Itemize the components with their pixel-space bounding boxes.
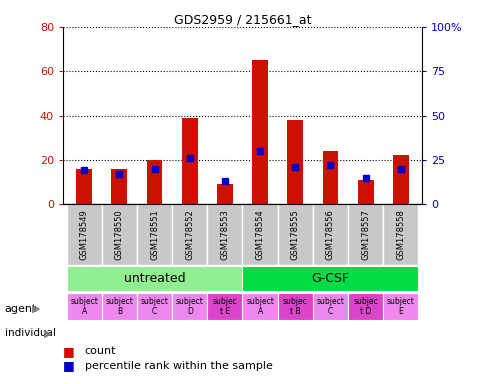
Bar (348, 204, 382, 265)
Bar (76, 169, 92, 204)
Text: subject
A: subject A (70, 297, 98, 316)
Text: subjec
t B: subjec t B (282, 297, 307, 316)
Text: subject
A: subject A (246, 297, 273, 316)
Text: GSM178557: GSM178557 (361, 209, 369, 260)
Bar (136, 293, 172, 320)
Text: GSM178551: GSM178551 (150, 209, 159, 260)
Bar (287, 120, 302, 204)
Bar (146, 160, 162, 204)
Bar (136, 204, 172, 265)
Bar (242, 266, 418, 291)
Bar (216, 184, 232, 204)
Bar (66, 204, 102, 265)
Bar (312, 293, 348, 320)
Bar (207, 293, 242, 320)
Bar (348, 293, 382, 320)
Bar (252, 60, 268, 204)
Bar (392, 156, 408, 204)
Text: untreated: untreated (123, 272, 185, 285)
Text: ▶: ▶ (44, 328, 52, 338)
Bar (242, 204, 277, 265)
Bar (111, 169, 127, 204)
Text: GSM178549: GSM178549 (79, 209, 89, 260)
Bar (207, 204, 242, 265)
Text: GSM178555: GSM178555 (290, 209, 299, 260)
Text: GSM178553: GSM178553 (220, 209, 229, 260)
Text: GSM178556: GSM178556 (325, 209, 334, 260)
Text: GSM178554: GSM178554 (255, 209, 264, 260)
Bar (102, 293, 136, 320)
Bar (382, 204, 418, 265)
Bar (357, 180, 373, 204)
Bar (172, 204, 207, 265)
Bar (172, 293, 207, 320)
Text: ■: ■ (63, 345, 75, 358)
Text: subject
C: subject C (316, 297, 344, 316)
Bar (277, 204, 312, 265)
Text: subject
B: subject B (105, 297, 133, 316)
Bar (322, 151, 338, 204)
Bar (66, 266, 242, 291)
Text: ▶: ▶ (31, 304, 40, 314)
Text: agent: agent (5, 304, 37, 314)
Text: GSM178552: GSM178552 (185, 209, 194, 260)
Text: individual: individual (5, 328, 56, 338)
Text: subject
E: subject E (386, 297, 414, 316)
Title: GDS2959 / 215661_at: GDS2959 / 215661_at (173, 13, 311, 26)
Text: subject
C: subject C (140, 297, 168, 316)
Text: G-CSF: G-CSF (311, 272, 349, 285)
Text: count: count (85, 346, 116, 356)
Text: subject
D: subject D (175, 297, 203, 316)
Text: GSM178550: GSM178550 (115, 209, 123, 260)
Bar (277, 293, 312, 320)
Bar (66, 293, 102, 320)
Text: ■: ■ (63, 359, 75, 372)
Bar (242, 293, 277, 320)
Bar (182, 118, 197, 204)
Bar (312, 204, 348, 265)
Text: subjec
t E: subjec t E (212, 297, 237, 316)
Text: GSM178558: GSM178558 (395, 209, 405, 260)
Text: percentile rank within the sample: percentile rank within the sample (85, 361, 272, 371)
Bar (382, 293, 418, 320)
Text: subjec
t D: subjec t D (352, 297, 377, 316)
Bar (102, 204, 136, 265)
